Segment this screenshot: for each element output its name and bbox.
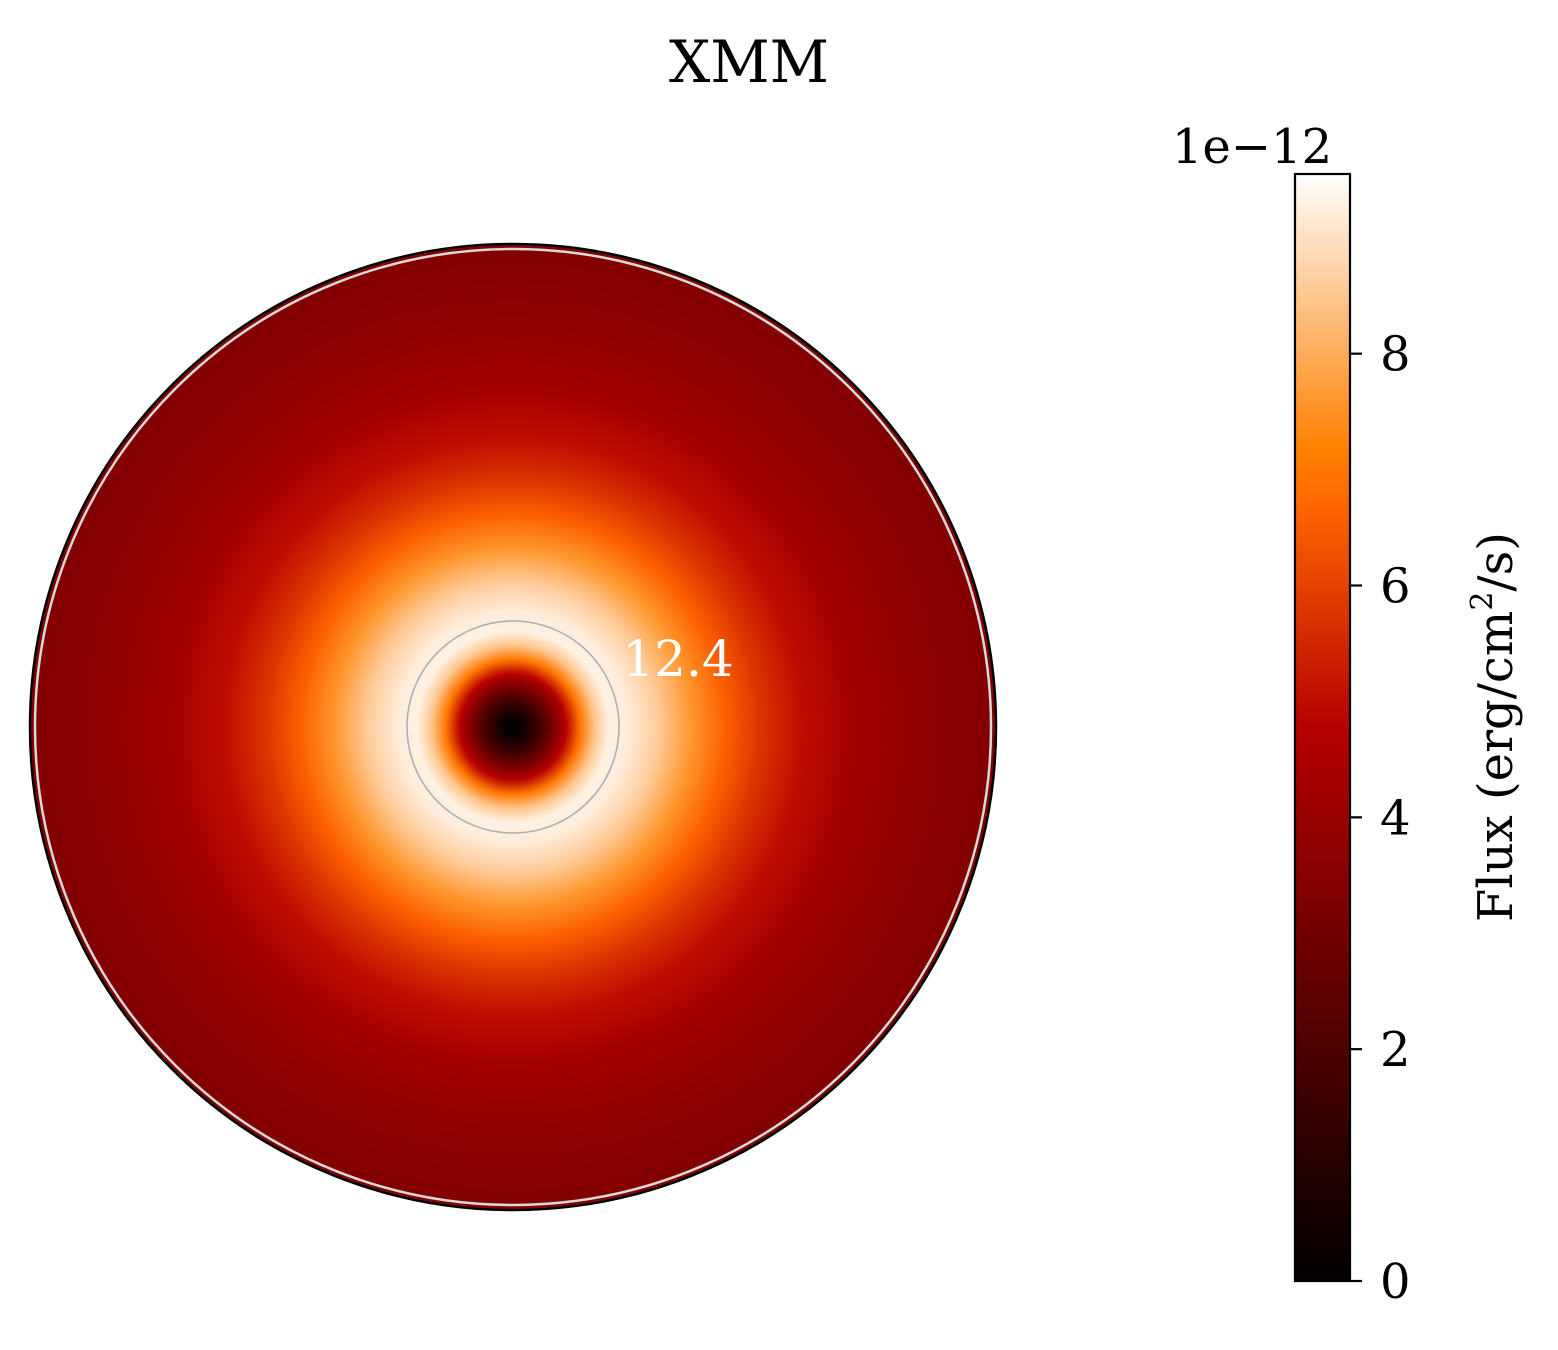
ring-annotation-label: 12.4	[622, 630, 733, 688]
chart-title: XMM	[669, 28, 829, 96]
colorbar-ticks: 0 2 4 6 8	[1350, 327, 1411, 1310]
colorbar-label-superscript: 2	[1465, 592, 1500, 611]
inner-ring	[406, 620, 620, 834]
colorbar-label-end: /s)	[1468, 532, 1524, 592]
colorbar-tick-label: 2	[1380, 1022, 1411, 1078]
polar-plot: 12.4	[28, 242, 998, 1212]
flux-disk	[31, 245, 995, 1209]
colorbar-tick-label: 6	[1380, 559, 1411, 615]
colorbar-label: Flux (erg/cm2/s)	[1465, 532, 1524, 922]
colorbar-tick-label: 0	[1380, 1254, 1411, 1310]
colorbar-tick-label: 8	[1380, 327, 1411, 383]
colorbar-offset-text: 1e−12	[1172, 119, 1332, 175]
colorbar-gradient	[1293, 172, 1352, 1283]
colorbar-tick-label: 4	[1380, 790, 1411, 846]
colorbar-label-main: Flux (erg/cm	[1468, 611, 1524, 922]
polar-frame	[28, 242, 998, 1212]
outer-ring	[33, 247, 993, 1207]
